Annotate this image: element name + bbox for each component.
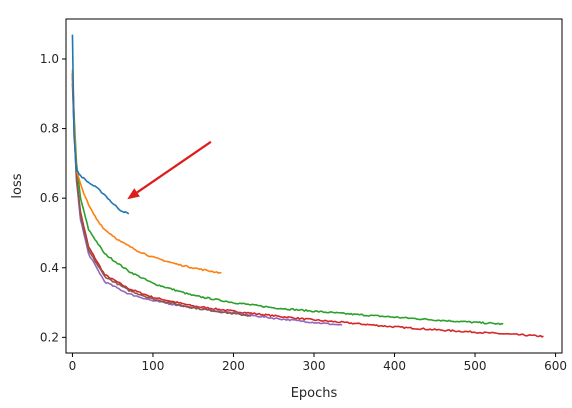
x-tick-label: 400 [383,359,406,373]
ticks-layer: 0 100 200 300 400 500 600 0.2 0.4 0.6 0.8 1.0 [40,52,567,373]
series-line-6 [71,34,130,215]
y-tick-label: 0.6 [40,191,59,205]
x-axis-title: Epochs [291,386,338,401]
annotation-arrow-head [127,188,140,200]
plot-frame [65,18,563,354]
y-tick-label: 0.2 [40,330,59,344]
annotation-arrow-shaft [136,140,212,194]
x-tick-label: 0 [69,359,77,373]
series-layer [71,34,544,338]
x-tick-label: 500 [464,359,487,373]
y-tick-label: 1.0 [40,52,59,66]
series-line-3 [71,76,343,326]
series-line-2 [71,72,504,326]
y-axis-title: loss [10,173,25,198]
y-tick-label: 0.8 [40,122,59,136]
series-line-4 [71,83,252,317]
annotation-layer [127,140,212,200]
y-tick-label: 0.4 [40,261,59,275]
series-line-1 [71,72,544,338]
x-tick-label: 100 [142,359,165,373]
x-tick-label: 200 [222,359,245,373]
x-tick-label: 600 [544,359,567,373]
x-tick-label: 300 [303,359,326,373]
series-line-5 [71,69,222,274]
